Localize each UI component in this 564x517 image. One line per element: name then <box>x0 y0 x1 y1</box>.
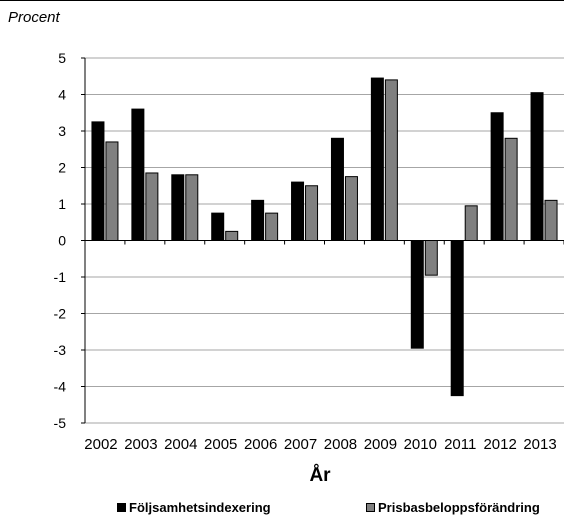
bar-foljsamhet-2010 <box>410 240 424 349</box>
y-tick-label: 1 <box>58 196 66 212</box>
legend-item-prisbasbelopp: Prisbasbeloppsförändring <box>366 500 540 515</box>
gridlines <box>85 57 564 424</box>
legend-label-foljsamhet: Följsamhetsindexering <box>129 500 271 515</box>
x-tick-label: 2005 <box>204 436 237 453</box>
x-tick-label: 2006 <box>244 436 277 453</box>
y-tick-labels: 5 4 3 2 1 0 -1 -2 -3 -4 -5 <box>54 50 67 431</box>
bar-prisbasbelopp-2013 <box>544 199 558 242</box>
x-tick-label: 2010 <box>404 436 437 453</box>
y-tick-label: -3 <box>54 342 67 358</box>
bar-prisbasbelopp-2007 <box>305 185 319 241</box>
bar-foljsamhet-2006 <box>251 199 265 242</box>
x-tick-label: 2012 <box>483 436 516 453</box>
x-tick-label: 2007 <box>284 436 317 453</box>
x-tick-label: 2013 <box>523 436 556 453</box>
bar-foljsamhet-2013 <box>530 92 544 241</box>
legend: Följsamhetsindexering Prisbasbeloppsförä… <box>0 500 564 517</box>
y-tick-label: -5 <box>54 415 67 431</box>
axes <box>81 57 564 424</box>
bar-foljsamhet-2009 <box>370 77 384 241</box>
bar-foljsamhet-2005 <box>211 212 225 241</box>
x-tick-label: 2008 <box>324 436 357 453</box>
bar-prisbasbelopp-2010 <box>424 240 438 276</box>
bar-prisbasbelopp-2002 <box>105 141 119 241</box>
bar-prisbasbelopp-2004 <box>185 174 199 241</box>
x-tick-label: 2002 <box>84 436 117 453</box>
bar-prisbasbelopp-2011 <box>464 205 478 241</box>
y-tick-label: 4 <box>58 87 66 103</box>
x-tick-labels: 2002 2003 2004 2005 2006 2007 2008 2009 2010 2011… <box>84 436 556 453</box>
bar-prisbasbelopp-2009 <box>384 79 398 242</box>
y-tick-label: 2 <box>58 160 66 176</box>
y-tick-label: 3 <box>58 123 66 139</box>
bar-prisbasbelopp-2012 <box>504 137 518 241</box>
bar-prisbasbelopp-2008 <box>344 176 358 241</box>
bar-foljsamhet-2011 <box>450 240 464 397</box>
bar-foljsamhet-2004 <box>171 174 185 241</box>
x-tick-label: 2004 <box>164 436 197 453</box>
x-axis-label: År <box>309 465 331 486</box>
x-tick-label: 2003 <box>124 436 157 453</box>
y-tick-label: -2 <box>54 306 67 322</box>
legend-item-foljsamhet: Följsamhetsindexering <box>117 500 271 515</box>
bar-foljsamhet-2012 <box>490 112 504 241</box>
top-rule <box>0 0 564 1</box>
bar-prisbasbelopp-2005 <box>225 230 239 241</box>
y-tick-label: 0 <box>58 233 66 249</box>
legend-swatch-black <box>117 503 126 512</box>
x-tick-label: 2011 <box>444 436 476 453</box>
legend-label-prisbasbelopp: Prisbasbeloppsförändring <box>378 500 540 515</box>
y-tick-label: -1 <box>54 269 67 285</box>
y-tick-label: -4 <box>54 379 67 395</box>
bars <box>91 77 558 397</box>
bar-prisbasbelopp-2003 <box>145 172 159 242</box>
y-axis-label: Procent <box>8 9 60 26</box>
bar-prisbasbelopp-2006 <box>265 212 279 241</box>
legend-swatch-gray <box>366 503 375 512</box>
bar-foljsamhet-2008 <box>330 137 344 241</box>
bar-foljsamhet-2007 <box>291 181 305 242</box>
x-tick-label: 2009 <box>364 436 397 453</box>
bar-foljsamhet-2003 <box>131 108 145 241</box>
bar-foljsamhet-2002 <box>91 121 105 241</box>
y-tick-label: 5 <box>58 50 66 66</box>
